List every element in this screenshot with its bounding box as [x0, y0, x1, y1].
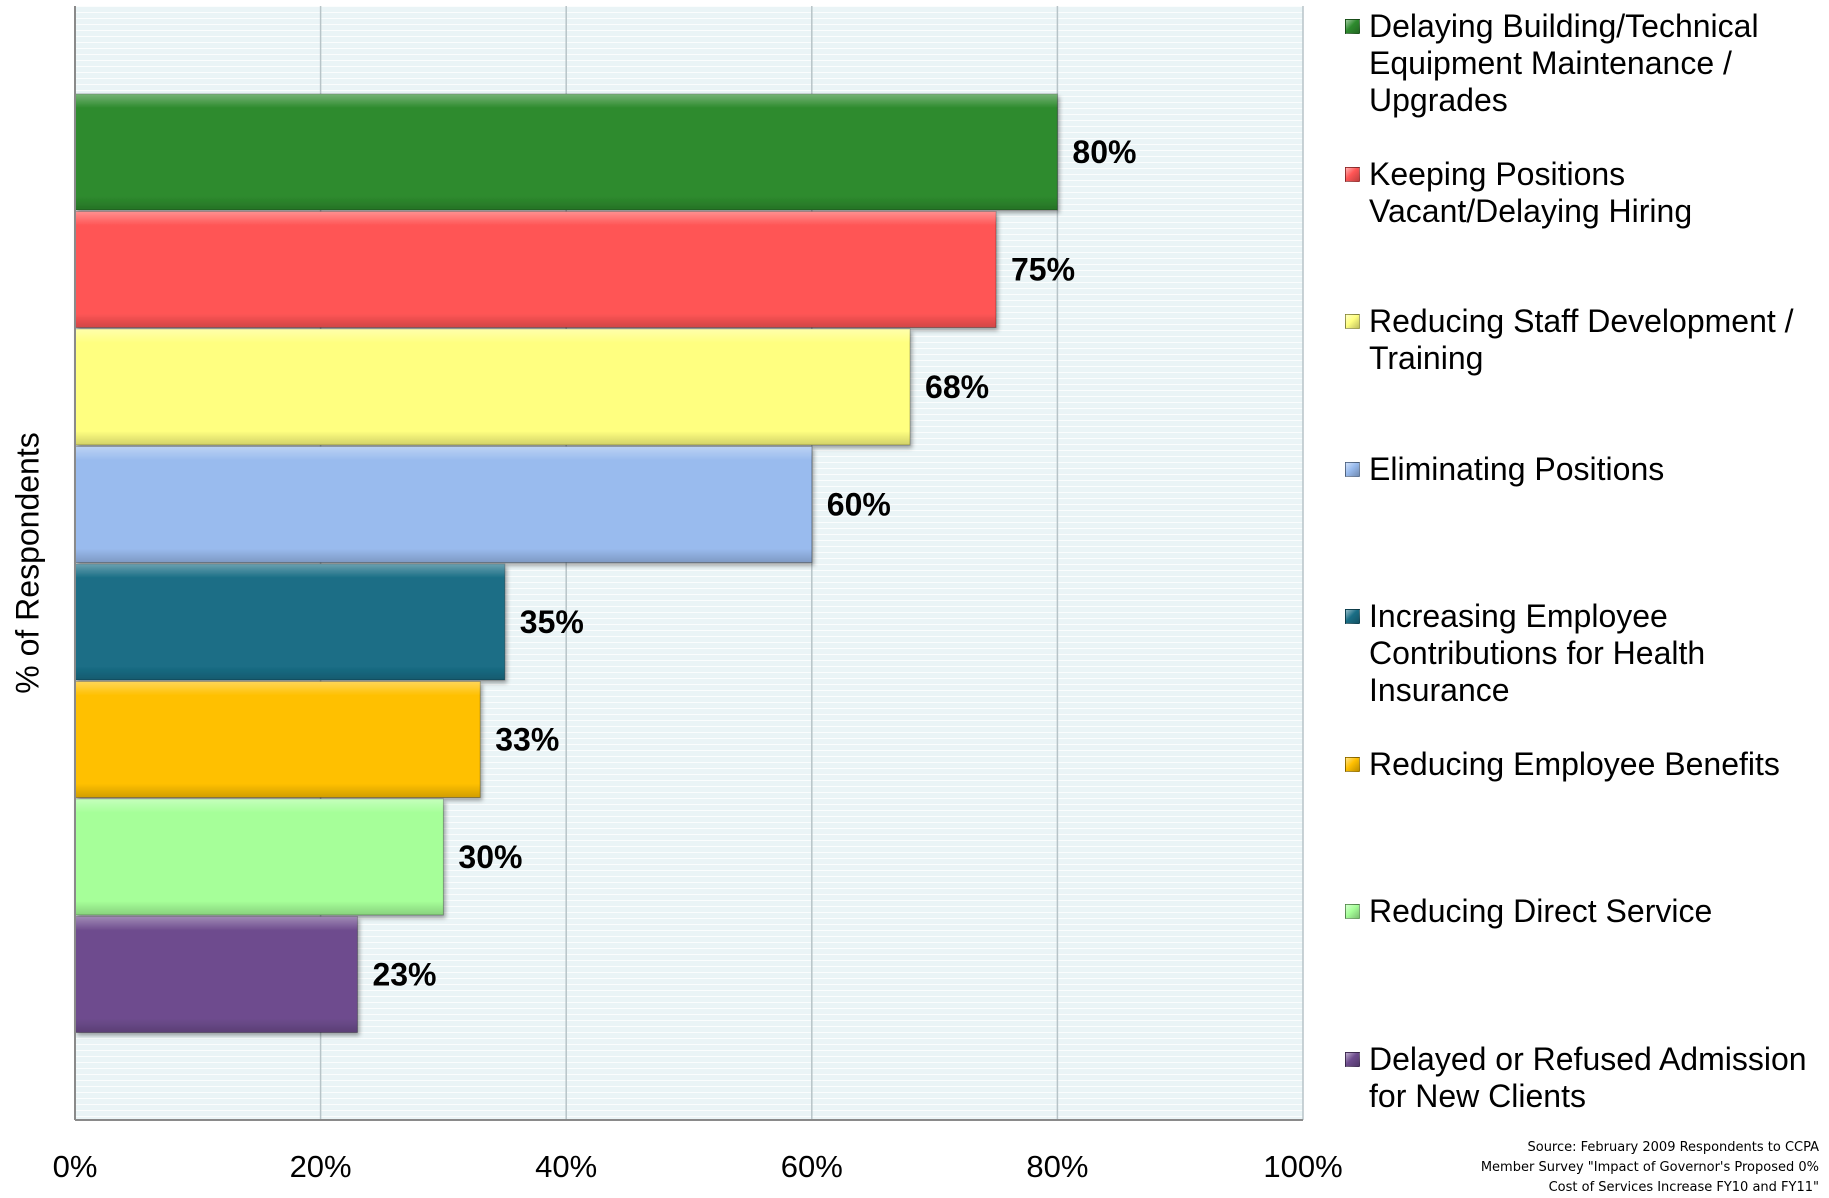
legend-item: Increasing Employee Contributions for He… — [1345, 598, 1815, 709]
legend: Delaying Building/Technical Equipment Ma… — [1345, 0, 1829, 1130]
legend-item: Reducing Staff Development / Training — [1345, 303, 1815, 377]
bar-group — [74, 916, 358, 1033]
bar-highlight — [75, 564, 505, 680]
source-note-line: Cost of Services Increase FY10 and FY11" — [1548, 1180, 1819, 1195]
legend-item: Keeping Positions Vacant/Delaying Hiring — [1345, 156, 1815, 230]
bar-group — [74, 211, 997, 328]
bar-highlight — [75, 681, 481, 798]
legend-item: Reducing Direct Service — [1345, 893, 1815, 930]
x-tick-label: 100% — [1263, 1149, 1342, 1184]
bar-highlight — [75, 799, 444, 915]
x-tick-label: 60% — [781, 1149, 843, 1184]
source-note: Source: February 2009 Respondents to CCP… — [1399, 1138, 1819, 1198]
legend-swatch — [1345, 167, 1360, 182]
bar-highlight — [75, 94, 1058, 210]
x-tick-label: 40% — [535, 1149, 597, 1184]
bar-highlight — [75, 916, 358, 1033]
data-label: 60% — [827, 487, 891, 523]
x-tick-label: 80% — [1026, 1149, 1088, 1184]
bar-group — [74, 93, 1058, 211]
data-label: 30% — [458, 839, 522, 875]
bar-highlight — [75, 329, 911, 445]
legend-item: Delaying Building/Technical Equipment Ma… — [1345, 8, 1815, 119]
data-label: 75% — [1011, 252, 1075, 288]
x-tick-label: 0% — [53, 1149, 98, 1184]
data-label: 68% — [925, 369, 989, 405]
bar-group — [74, 681, 481, 798]
bar-group — [74, 563, 506, 681]
legend-label: Reducing Employee Benefits — [1369, 746, 1780, 782]
legend-label: Increasing Employee Contributions for He… — [1369, 598, 1706, 708]
bar-group — [74, 798, 444, 916]
legend-swatch — [1345, 757, 1360, 772]
legend-label: Reducing Direct Service — [1369, 893, 1713, 929]
data-label: 35% — [520, 604, 584, 640]
data-label: 23% — [372, 957, 436, 993]
bar-highlight — [75, 446, 812, 563]
data-label: 33% — [495, 722, 559, 758]
legend-item: Eliminating Positions — [1345, 451, 1815, 488]
bar-group — [74, 446, 813, 563]
legend-label: Reducing Staff Development / Training — [1369, 303, 1794, 376]
legend-swatch — [1345, 314, 1360, 329]
data-label: 80% — [1072, 134, 1136, 170]
bar-group — [74, 328, 911, 446]
y-axis-label: % of Respondents — [9, 432, 46, 694]
x-tick-label: 20% — [290, 1149, 352, 1184]
legend-label: Keeping Positions Vacant/Delaying Hiring — [1369, 156, 1693, 229]
legend-swatch — [1345, 19, 1360, 34]
source-note-line: Member Survey "Impact of Governor's Prop… — [1480, 1160, 1819, 1175]
legend-swatch — [1345, 1052, 1360, 1067]
legend-swatch — [1345, 904, 1360, 919]
source-note-line: Source: February 2009 Respondents to CCP… — [1527, 1140, 1819, 1155]
legend-swatch — [1345, 609, 1360, 624]
legend-item: Reducing Employee Benefits — [1345, 746, 1815, 783]
legend-label: Eliminating Positions — [1369, 451, 1665, 487]
legend-label: Delaying Building/Technical Equipment Ma… — [1369, 8, 1759, 118]
legend-label: Delayed or Refused Admission for New Cli… — [1369, 1041, 1807, 1114]
legend-item: Delayed or Refused Admission for New Cli… — [1345, 1041, 1815, 1115]
legend-swatch — [1345, 462, 1360, 477]
bar-highlight — [75, 211, 996, 328]
